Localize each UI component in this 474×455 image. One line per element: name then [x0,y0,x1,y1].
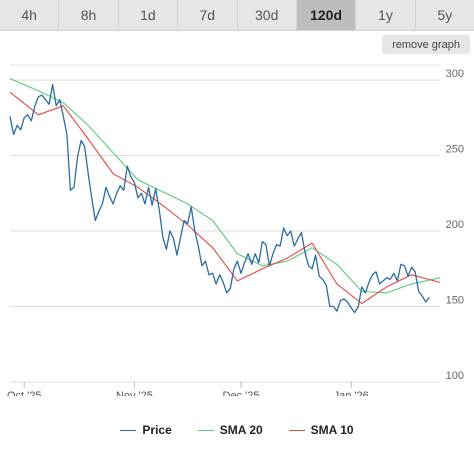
tab-1y[interactable]: 1y [356,0,416,30]
y-tick-label-300: 300 [446,68,464,80]
tab-120d[interactable]: 120d [296,0,357,30]
legend-item-sma10[interactable]: SMA 10 [288,423,354,437]
tab-1d[interactable]: 1d [119,0,179,30]
remove-graph-button[interactable]: remove graph [382,35,470,54]
x-tick-label-0: Oct '25 [7,390,42,396]
x-tick-label-2: Dec '25 [223,390,260,396]
y-tick-label-150: 150 [446,295,464,307]
series-line-price [9,83,430,314]
legend-label-sma20: SMA 20 [219,423,263,437]
y-tick-label-100: 100 [446,370,464,382]
x-tick-label-3: Jan '26 [334,390,369,396]
legend-item-price[interactable]: Price [120,423,172,437]
y-tick-label-250: 250 [446,144,464,156]
chart-legend: Price SMA 20 SMA 10 [0,420,474,440]
legend-swatch-sma20 [197,429,214,431]
legend-swatch-sma10 [288,429,305,431]
tab-7d[interactable]: 7d [178,0,238,30]
y-tick-label-200: 200 [446,219,464,231]
legend-item-sma20[interactable]: SMA 20 [197,423,263,437]
x-tick-label-1: Nov '25 [116,390,153,396]
tab-30d[interactable]: 30d [238,0,297,30]
tab-8h[interactable]: 8h [59,0,119,30]
legend-swatch-price [120,429,137,431]
price-chart: 100 150 200 250 300 Oct '25 Nov '25 Dec '25 Jan … [7,64,464,396]
timeframe-tabs: 4h 8h 1d 7d 30d 120d 1y 5y [0,0,474,31]
legend-label-price: Price [142,423,172,437]
tab-5y[interactable]: 5y [437,7,453,23]
tab-4h[interactable]: 4h [0,0,60,30]
legend-label-sma10: SMA 10 [310,423,354,437]
series-line-sma-10 [9,91,441,305]
